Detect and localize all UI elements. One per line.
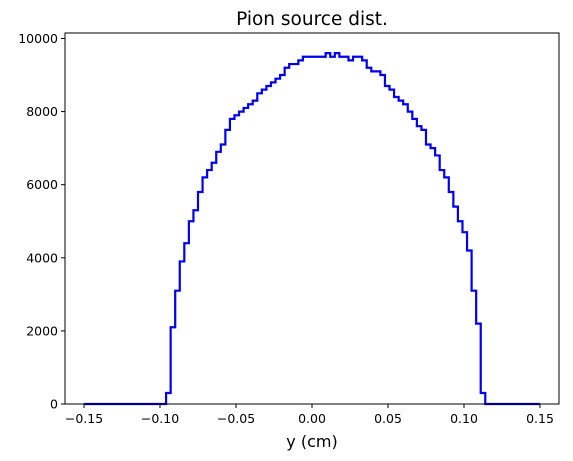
y-tick-label: 2000 — [26, 323, 58, 338]
y-axis: 0 2000 4000 6000 8000 10000 — [18, 31, 65, 412]
y-tick-label: 10000 — [18, 31, 58, 46]
x-tick-label: 0.00 — [298, 411, 326, 426]
x-axis-label: y (cm) — [286, 432, 337, 451]
chart-title: Pion source dist. — [236, 9, 388, 30]
x-tick-label: 0.10 — [450, 411, 478, 426]
x-tick-label: −0.15 — [65, 411, 103, 426]
x-axis: −0.15 −0.10 −0.05 0.00 0.05 0.10 0.15 — [65, 404, 554, 426]
x-tick-label: −0.05 — [217, 411, 255, 426]
x-tick-label: 0.15 — [526, 411, 554, 426]
histogram-series-line — [84, 52, 540, 406]
y-tick-label: 4000 — [26, 250, 58, 265]
y-tick-label: 0 — [50, 397, 58, 412]
x-tick-label: −0.10 — [141, 411, 179, 426]
y-tick-label: 8000 — [26, 104, 58, 119]
y-tick-label: 6000 — [26, 177, 58, 192]
x-tick-label: 0.05 — [374, 411, 402, 426]
plot-frame — [64, 32, 560, 405]
